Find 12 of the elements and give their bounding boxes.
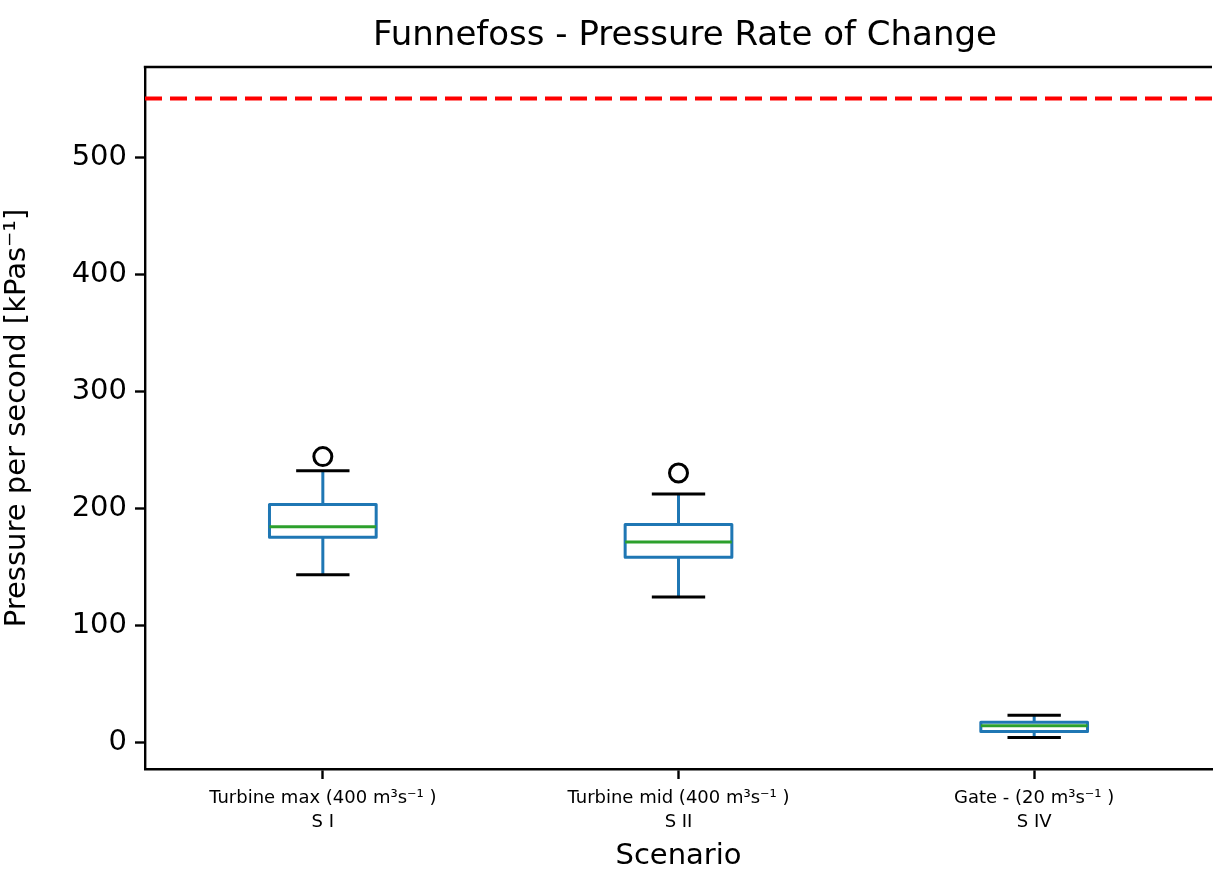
y-tick-label: 500	[71, 137, 127, 172]
y-tick-label: 300	[71, 371, 127, 406]
y-axis-title: Pressure per second [kPas⁻¹]	[0, 208, 32, 628]
x-axis-title: Scenario	[615, 837, 742, 872]
x-tick-label: Turbine max (400 m³s⁻¹ ) S I	[208, 786, 437, 831]
x-tick-label: Gate - (20 m³s⁻¹ ) S IV	[954, 786, 1115, 831]
chart-title: Funnefoss - Pressure Rate of Change	[373, 12, 997, 53]
y-tick-label: 200	[71, 488, 127, 523]
y-tick-label: 400	[71, 254, 127, 289]
x-tick-label: Turbine mid (400 m³s⁻¹ ) S II	[566, 786, 790, 831]
y-tick-label: 100	[71, 605, 127, 640]
y-tick-label: 0	[108, 722, 127, 757]
